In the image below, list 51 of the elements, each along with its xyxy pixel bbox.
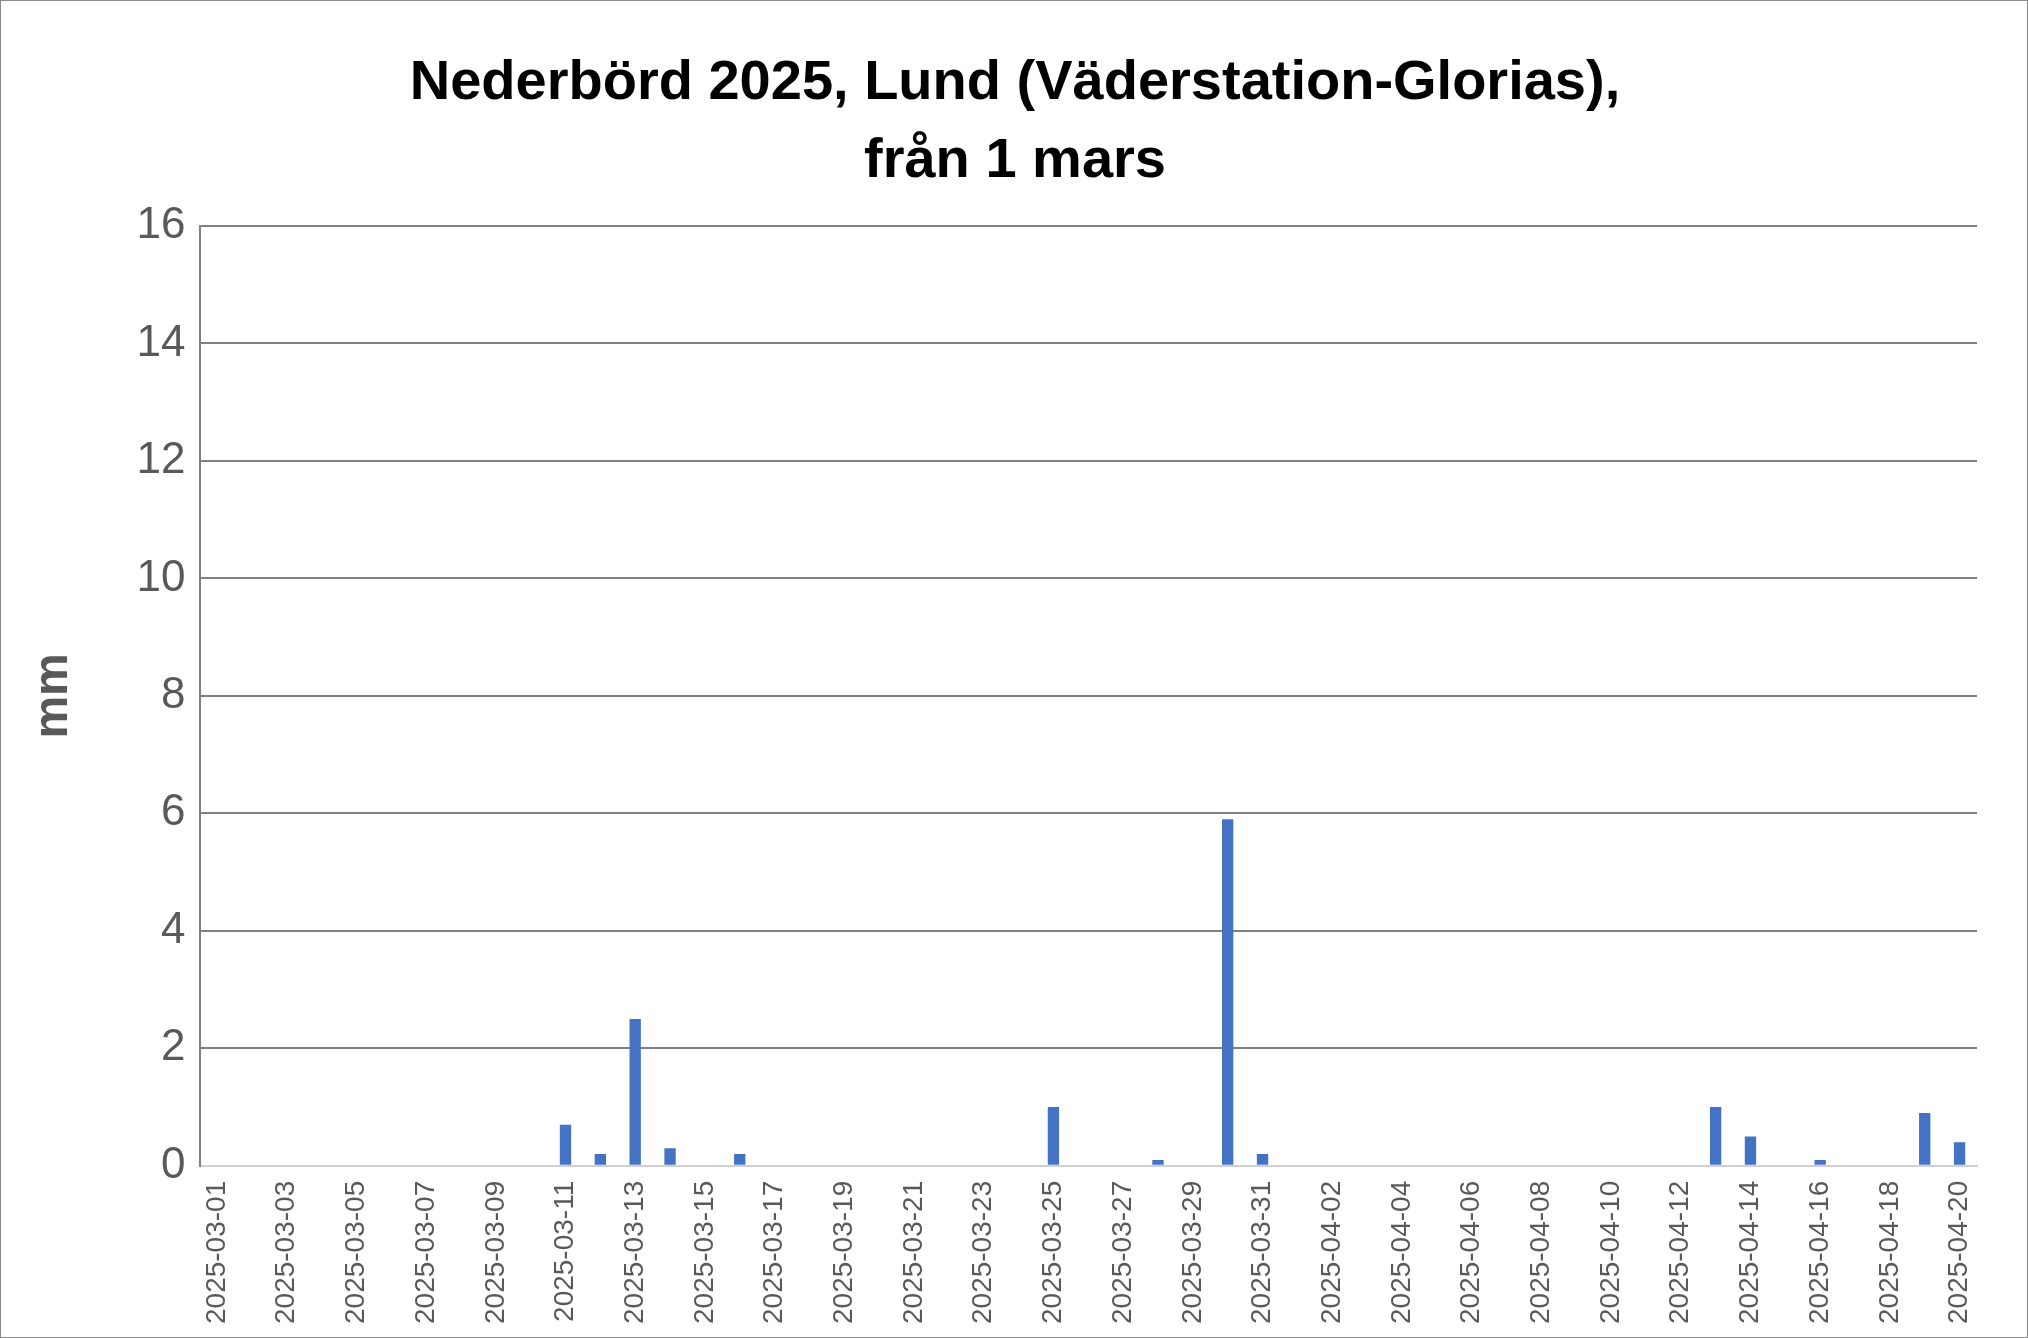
y-tick-label: 10 <box>136 550 186 600</box>
bar <box>1256 1154 1269 1165</box>
x-tick-label: 2025-04-04 <box>1384 1180 1416 1325</box>
x-tick-label: 2025-04-12 <box>1663 1180 1695 1325</box>
x-tick-label: 2025-03-25 <box>1036 1180 1068 1325</box>
chart-title: Nederbörd 2025, Lund (Väderstation-Glorias), från 1 mars <box>408 47 1622 191</box>
y-tick-label: 14 <box>136 315 186 365</box>
x-tick-label: 2025-04-20 <box>1942 1180 1974 1325</box>
x-tick-label: 2025-04-10 <box>1593 1180 1625 1325</box>
bar <box>1222 819 1234 1165</box>
bar <box>629 1018 641 1165</box>
y-tick-label: 8 <box>161 668 186 718</box>
bar <box>664 1148 676 1165</box>
y-tick-label: 12 <box>136 433 186 483</box>
x-tick-label: 2025-03-09 <box>478 1180 510 1325</box>
bar <box>1953 1142 1966 1165</box>
x-tick-label: 2025-03-31 <box>1245 1180 1277 1325</box>
x-tick-label: 2025-04-08 <box>1524 1180 1556 1325</box>
x-tick-label: 2025-03-19 <box>827 1180 859 1325</box>
bar <box>1814 1159 1826 1165</box>
x-tick-label: 2025-03-23 <box>966 1180 998 1325</box>
x-tick-label: 2025-03-27 <box>1105 1180 1137 1325</box>
bar <box>734 1154 746 1165</box>
bar <box>1744 1136 1757 1165</box>
x-tick-label: 2025-03-07 <box>408 1180 440 1325</box>
x-tick-label: 2025-03-15 <box>687 1180 719 1325</box>
x-tick-label: 2025-03-17 <box>757 1180 789 1325</box>
x-tick-label: 2025-03-01 <box>199 1180 231 1325</box>
y-tick-label: 4 <box>161 902 186 952</box>
y-tick-label: 6 <box>161 785 186 835</box>
x-tick-label: 2025-04-02 <box>1314 1180 1346 1325</box>
x-tick-label: 2025-03-13 <box>617 1180 649 1325</box>
bar <box>1152 1159 1164 1165</box>
y-axis-title: mm <box>24 653 78 739</box>
x-tick-label: 2025-04-16 <box>1802 1180 1834 1325</box>
x-tick-label: 2025-04-06 <box>1454 1180 1486 1325</box>
x-tick-label: 2025-03-05 <box>339 1180 371 1325</box>
y-tick-label: 2 <box>161 1020 186 1070</box>
bar <box>594 1154 606 1165</box>
bar <box>1919 1112 1931 1165</box>
y-tick-label: 16 <box>136 198 186 248</box>
y-tick-label: 0 <box>161 1137 186 1187</box>
x-tick-label: 2025-04-18 <box>1872 1180 1904 1325</box>
bar <box>1709 1107 1722 1165</box>
x-tick-label: 2025-04-14 <box>1733 1180 1765 1325</box>
x-tick-label: 2025-03-21 <box>896 1180 928 1325</box>
bar <box>1047 1107 1060 1165</box>
x-tick-label: 2025-03-11 <box>548 1180 580 1322</box>
bar <box>559 1124 572 1165</box>
x-tick-label: 2025-03-29 <box>1175 1180 1207 1325</box>
x-tick-label: 2025-03-03 <box>269 1180 301 1325</box>
